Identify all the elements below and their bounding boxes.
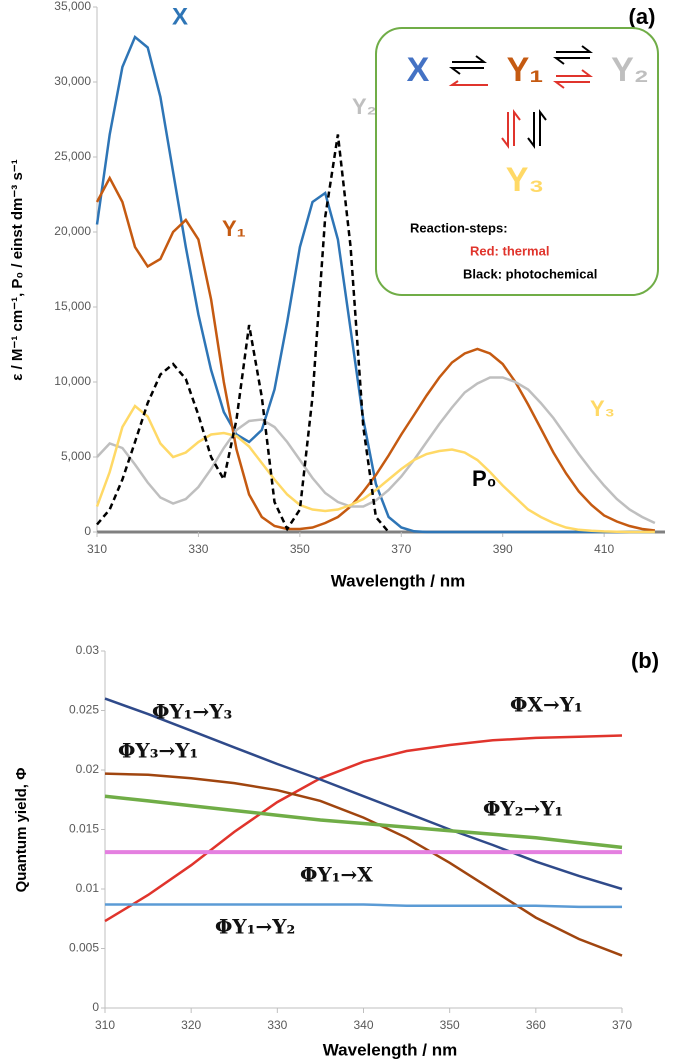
series-line [95,404,655,534]
y-tick-label: 5,000 [61,449,91,463]
inset-note: Red: thermal [470,243,549,258]
x-tick-label: 330 [188,542,208,556]
x-tick-label: 340 [353,1018,373,1032]
series-label: Y₂ [352,94,376,119]
x-tick-label: 350 [290,542,310,556]
series-line [96,376,656,525]
x-tick-label: 370 [612,1018,632,1032]
y-tick-label: 20,000 [54,224,91,238]
x-tick-label: 350 [440,1018,460,1032]
series-line [95,175,656,532]
y-tick-label: 15,000 [54,299,91,313]
series-line [104,734,623,923]
x-tick-label: 370 [391,542,411,556]
series-label: P₀ [472,466,497,491]
y-tick-label: 0 [92,1000,99,1014]
species-label: X [407,51,430,89]
series-label: ΦY₁→Y₃ [152,700,232,724]
y-tick-label: 0.01 [76,881,100,895]
series-label: Y₁ [222,216,246,241]
y-tick-label: 25,000 [54,149,91,163]
y-axis-title: Quantum yield, Φ [13,768,30,893]
x-tick-label: 390 [493,542,513,556]
x-tick-label: 320 [181,1018,201,1032]
x-axis-title: Wavelength / nm [331,571,465,590]
inset-box [375,27,659,296]
inset-title: Reaction-steps: [410,220,508,235]
y-tick-label: 30,000 [54,74,91,88]
x-tick-label: 360 [526,1018,546,1032]
x-axis-title: Wavelength / nm [323,1040,457,1059]
y-tick-label: 0.005 [69,941,99,955]
x-tick-label: 410 [594,542,614,556]
species-label: Y₁ [507,51,544,89]
y-tick-label: 10,000 [54,374,91,388]
series-label: ΦY₂→Y₁ [483,797,563,821]
series-label: ΦY₁→Y₂ [215,915,295,939]
y-tick-label: 0.025 [69,703,99,717]
y-tick-label: 0.015 [69,822,99,836]
y-tick-label: 35,000 [54,0,91,13]
series-label: X [172,3,188,30]
panel-label: (a) [629,4,656,29]
x-tick-label: 330 [267,1018,287,1032]
species-label: Y₂ [611,51,649,89]
series-line [96,134,390,533]
inset: X Y₁ Y₂ Y₃ Reaction-steps: Red: thermal … [375,27,659,296]
y-tick-label: 0.02 [76,762,100,776]
panel-label: (b) [631,648,659,673]
species-label: Y₃ [506,161,544,199]
series-line [95,34,655,534]
y-tick-label: 0 [84,524,91,538]
y-axis-title: ε / M⁻¹ cm⁻¹, P₀ / einst dm⁻³ s⁻¹ [9,159,26,380]
series-label: ΦX→Y₁ [510,693,583,717]
series-label: ΦY₃→Y₁ [118,739,198,763]
series-label: ΦY₁→X [300,863,373,887]
series-line [104,772,623,957]
x-tick-label: 310 [95,1018,115,1032]
series-line [105,903,622,909]
series-label: Y₃ [590,396,615,421]
x-tick-label: 310 [87,542,107,556]
inset-note: Black: photochemical [463,266,597,281]
series-line [104,697,623,891]
reaction-arrows [448,45,593,149]
y-tick-label: 0.03 [76,643,100,657]
series-line [104,794,623,850]
